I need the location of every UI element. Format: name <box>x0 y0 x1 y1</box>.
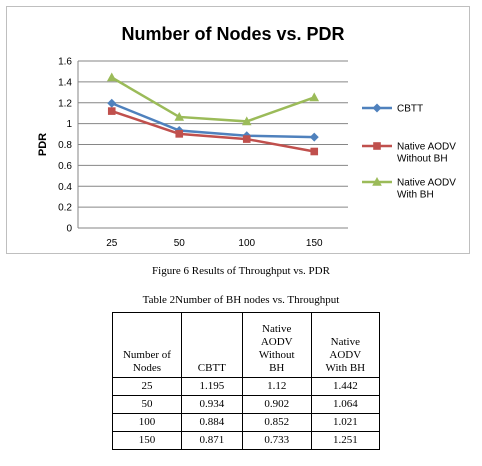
legend-entry: With BH <box>397 190 434 201</box>
y-tick-label: 0.2 <box>58 203 72 214</box>
table-cell: 0.934 <box>180 395 243 414</box>
legend-entry: Without BH <box>397 154 448 165</box>
x-tick-label: 100 <box>238 238 255 249</box>
table-cell: 50 <box>112 395 182 414</box>
table-header-cell: Native AODV Without BH <box>241 312 312 378</box>
table-cell: 0.852 <box>241 413 312 432</box>
table-cell: 100 <box>112 413 182 432</box>
legend-entry: Native AODV <box>397 178 456 189</box>
legend-marker <box>372 103 382 113</box>
chart-title: Number of Nodes vs. PDR <box>121 24 344 44</box>
table-cell: 0.733 <box>241 431 312 450</box>
table-cell: 1.442 <box>310 377 381 396</box>
figure-caption: Figure 6 Results of Throughput vs. PDR <box>152 265 330 277</box>
legend-entry: CBTT <box>397 104 423 115</box>
data-point <box>107 98 117 108</box>
header-line: Number of <box>122 349 171 361</box>
y-tick-label: 1.4 <box>58 77 72 88</box>
header-line: With BH <box>325 362 366 374</box>
table-cell: 1.195 <box>180 377 243 396</box>
table-cell: 0.884 <box>180 413 243 432</box>
header-line: Native <box>330 336 360 348</box>
table-cell: 25 <box>112 377 182 396</box>
x-tick-label: 50 <box>174 238 186 249</box>
header-line: CBTT <box>197 362 226 374</box>
header-line: Without <box>258 349 295 361</box>
table-row: 100 0.884 0.852 1.021 <box>112 413 381 432</box>
data-point <box>174 111 185 121</box>
data-point <box>242 135 251 143</box>
header-line: AODV <box>260 336 293 348</box>
data-point <box>310 147 319 156</box>
table-header-row: Number of Nodes CBTT Native AODV Without BH Nat… <box>112 312 381 378</box>
table-header-cell: CBTT <box>180 312 243 378</box>
series-line <box>111 109 315 153</box>
data-point <box>309 132 319 142</box>
header-line: BH <box>269 362 285 374</box>
table-row: 25 1.195 1.12 1.442 <box>112 377 381 396</box>
chart-frame <box>6 6 470 254</box>
data-point <box>106 72 117 82</box>
y-tick-label: 1.6 <box>58 57 72 68</box>
line-chart: Number of Nodes vs. PDR 0 0.2 0.4 0.6 0.8 1 1.2… <box>37 24 456 249</box>
table-cell: 1.021 <box>310 413 381 432</box>
table-caption: Table 2Number of BH nodes vs. Throughput <box>142 294 340 306</box>
y-tick-label: 1.2 <box>58 98 72 109</box>
header-line: Nodes <box>132 362 161 374</box>
table-cell: 1.064 <box>310 395 381 414</box>
legend-marker <box>372 177 382 186</box>
table-row: 150 0.871 0.733 1.251 <box>112 431 381 450</box>
table-row: 50 0.934 0.902 1.064 <box>112 395 381 414</box>
x-tick-label: 150 <box>306 238 323 249</box>
table-header-cell: Native AODV With BH <box>310 312 381 378</box>
series-line <box>111 102 315 139</box>
table-cell: 1.251 <box>310 431 381 450</box>
y-axis-label: PDR <box>37 133 49 156</box>
table-cell: 0.902 <box>241 395 312 414</box>
y-tick-label: 0 <box>66 224 72 235</box>
x-tick-label: 25 <box>106 238 118 249</box>
table-cell: 150 <box>112 431 182 450</box>
y-tick-label: 0.8 <box>58 140 72 151</box>
data-point <box>175 130 184 138</box>
data-point <box>107 107 116 115</box>
y-tick-label: 0.6 <box>58 161 72 172</box>
table-cell: 0.871 <box>180 431 243 450</box>
series-line <box>111 76 315 123</box>
y-tick-label: 0.4 <box>58 182 72 193</box>
data-table: Number of Nodes CBTT Native AODV Without BH Nat… <box>112 312 381 450</box>
header-line: AODV <box>329 349 362 361</box>
table-cell: 1.12 <box>241 377 312 396</box>
header-line: Native <box>262 323 292 335</box>
table-header-cell: Number of Nodes <box>112 312 182 378</box>
y-tick-label: 1 <box>66 119 72 130</box>
data-point <box>309 92 320 102</box>
legend-marker <box>373 142 381 150</box>
legend-entry: Native AODV <box>397 142 456 153</box>
table-body: 25 1.195 1.12 1.442 50 0.934 0.902 1.064 100 0.88… <box>112 377 381 450</box>
data-point <box>241 116 252 126</box>
